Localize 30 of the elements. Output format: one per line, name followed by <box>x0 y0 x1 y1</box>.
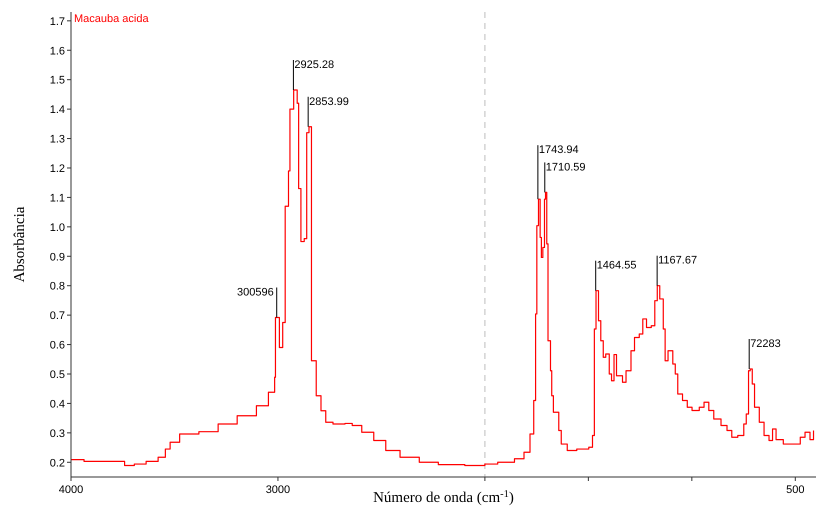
annotation: 300596 <box>236 286 274 298</box>
y-tick-label: 0.6 <box>50 340 65 352</box>
x-axis-title: Número de onda (cm$^{-1}$) <box>373 488 514 506</box>
annotation: 72283 <box>750 338 781 350</box>
x-tick-label: 3000 <box>266 484 290 496</box>
annotation: 1167.67 <box>658 254 698 267</box>
y-tick-label: 1.7 <box>50 16 65 28</box>
annotation: 2925.28 <box>294 58 334 71</box>
y-tick-label: 0.4 <box>50 398 65 410</box>
y-tick-label: 0.5 <box>50 368 65 381</box>
y-axis-title: Absorbância <box>12 206 28 282</box>
annotation: 1464.55 <box>596 260 636 272</box>
y-tick-label: 1.4 <box>50 104 65 116</box>
y-tick-label: 0.8 <box>50 280 65 293</box>
y-tick-label: 0.9 <box>50 251 65 264</box>
y-tick-label: 1.3 <box>50 134 65 146</box>
y-tick-label: 1.0 <box>50 222 65 234</box>
annotation: 2853.99 <box>309 96 349 108</box>
y-tick-label: 0.7 <box>50 310 65 322</box>
y-tick-label: 0.2 <box>50 457 65 470</box>
y-tick-label: 1.6 <box>50 45 65 58</box>
annotation: 1710.59 <box>546 161 586 174</box>
y-tick-label: 1.5 <box>50 74 65 87</box>
y-tick-label: 0.3 <box>50 428 65 440</box>
y-tick-label: 1.2 <box>50 162 65 175</box>
annotation: 1743.94 <box>538 144 579 156</box>
y-tick-label: 1.1 <box>50 192 65 204</box>
x-tick-label: 500 <box>786 484 804 496</box>
x-tick-label: 4000 <box>58 484 84 496</box>
chart-title: Macauba acida <box>74 13 150 25</box>
